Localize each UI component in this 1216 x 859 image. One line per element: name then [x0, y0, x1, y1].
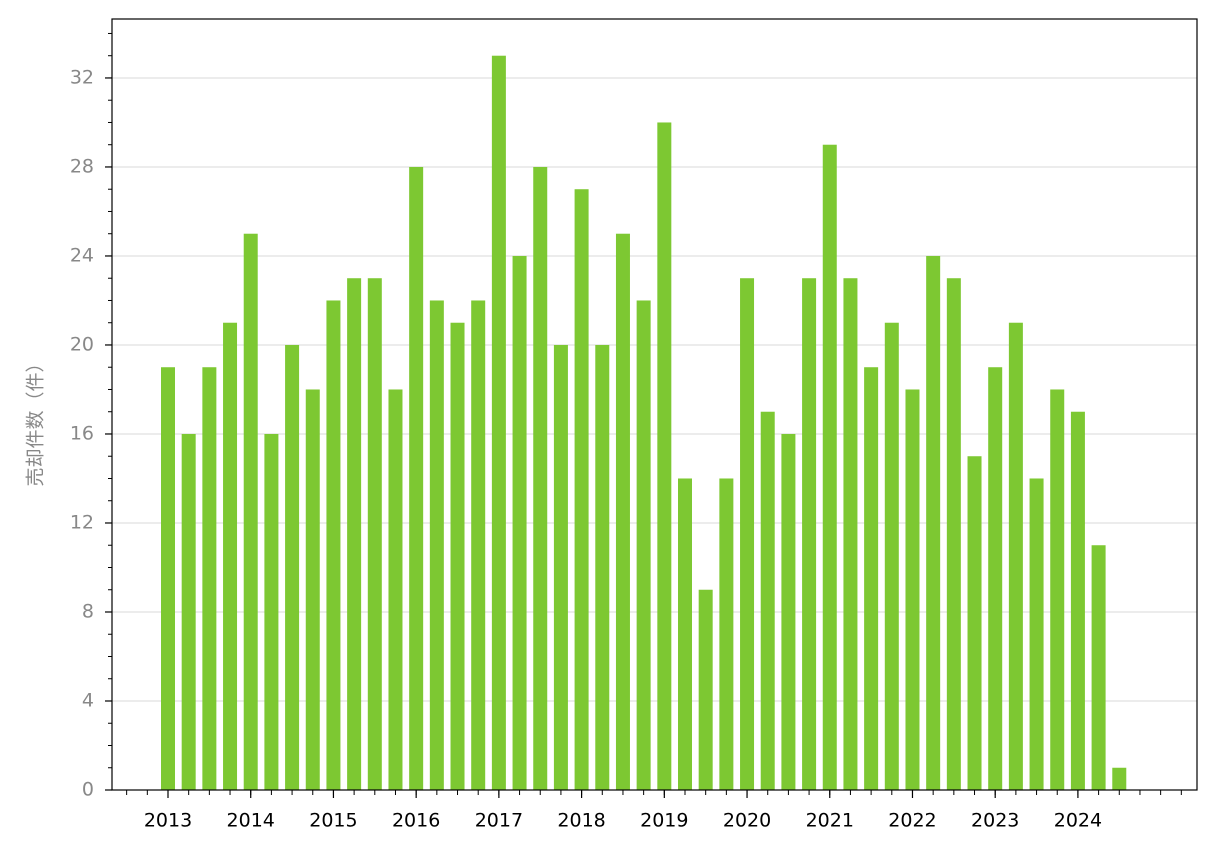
bar: [740, 278, 755, 790]
bar: [1070, 411, 1085, 790]
x-tick-label: 2023: [971, 810, 1019, 832]
bar: [905, 389, 920, 790]
bar: [223, 322, 238, 790]
bar: [450, 322, 465, 790]
bar: [926, 255, 941, 791]
bar: [967, 456, 982, 790]
y-tick-label: 32: [70, 66, 94, 88]
x-tick-label: 2022: [888, 810, 936, 832]
bar: [719, 478, 734, 790]
bar: [781, 433, 796, 790]
x-tick-label: 2013: [144, 810, 192, 832]
bar: [760, 411, 775, 790]
bar: [615, 233, 630, 790]
y-tick-label: 28: [70, 155, 94, 177]
bar: [864, 367, 879, 790]
y-tick-label: 4: [82, 689, 94, 711]
bar: [429, 300, 444, 790]
bar: [367, 278, 382, 790]
bar: [988, 367, 1003, 790]
bar: [202, 367, 217, 790]
x-tick-label: 2024: [1054, 810, 1102, 832]
bar: [698, 589, 713, 790]
bar: [388, 389, 403, 790]
bar: [161, 367, 175, 790]
x-tick-label: 2016: [392, 810, 440, 832]
y-tick-label: 16: [70, 422, 94, 444]
bar: [1029, 478, 1044, 790]
x-tick-label: 2020: [723, 810, 771, 832]
bar: [822, 144, 837, 790]
y-tick-label: 24: [70, 244, 94, 266]
x-tick-label: 2018: [557, 810, 605, 832]
y-tick-label: 8: [82, 600, 94, 622]
y-tick-label: 12: [70, 511, 94, 533]
bar: [264, 433, 279, 790]
bar: [533, 166, 548, 790]
x-tick-label: 2017: [475, 810, 523, 832]
bar: [843, 278, 858, 790]
y-axis-label: 売却件数（件）: [25, 353, 47, 486]
x-tick-label: 2015: [309, 810, 357, 832]
bar: [1050, 389, 1065, 790]
bar: [802, 278, 817, 790]
x-tick-label: 2021: [806, 810, 854, 832]
bar: [305, 389, 320, 790]
bar: [636, 300, 651, 790]
bar: [678, 478, 692, 790]
bar: [553, 344, 568, 790]
bar: [347, 278, 362, 790]
y-tick-label: 0: [82, 779, 94, 801]
bar: [595, 344, 610, 790]
x-tick-label: 2014: [227, 810, 275, 832]
bar: [285, 344, 300, 790]
y-tick-label: 20: [70, 333, 94, 355]
bar: [512, 255, 527, 791]
bar: [1091, 545, 1106, 790]
bar: [1112, 767, 1127, 790]
bar: [657, 122, 672, 790]
bar: [1008, 322, 1023, 790]
bar: [884, 322, 899, 790]
bar: [471, 300, 486, 790]
bar: [326, 300, 341, 790]
bar: [181, 433, 196, 790]
plot-frame: [111, 18, 1198, 791]
bar: [409, 166, 424, 790]
bar: [491, 55, 506, 790]
bar: [243, 233, 258, 790]
x-tick-label: 2019: [640, 810, 688, 832]
bar: [946, 278, 961, 790]
bar: [574, 189, 589, 791]
